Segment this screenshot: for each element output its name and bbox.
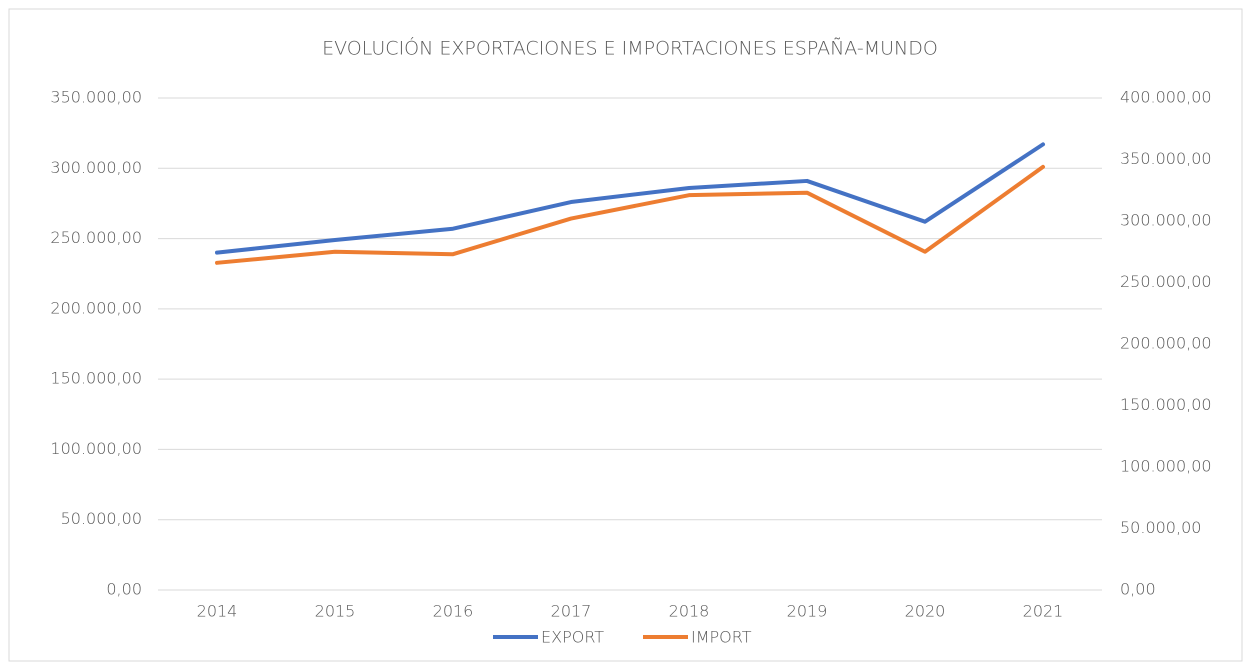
legend-label: IMPORT: [691, 628, 752, 647]
y-tick-label: 50.000,00: [61, 509, 142, 528]
series-line: [215, 164, 1045, 265]
y2-tick-label: 150.000,00: [1120, 395, 1212, 414]
x-tick-label: 2021: [1023, 602, 1064, 621]
x-tick-label: 2018: [669, 602, 710, 621]
y-tick-label: 200.000,00: [50, 298, 142, 317]
y2-tick-label: 200.000,00: [1120, 334, 1212, 353]
y-tick-label: 300.000,00: [50, 158, 142, 177]
y-tick-label: 350.000,00: [50, 88, 142, 107]
x-tick-label: 2015: [315, 602, 356, 621]
x-tick-label: 2017: [551, 602, 592, 621]
y2-tick-label: 50.000,00: [1120, 518, 1201, 537]
x-tick-label: 2020: [905, 602, 946, 621]
x-tick-label: 2014: [197, 602, 238, 621]
legend-label: EXPORT: [541, 628, 604, 647]
series-line: [215, 142, 1045, 255]
x-tick-label: 2016: [433, 602, 474, 621]
y2-tick-label: 400.000,00: [1120, 88, 1212, 107]
y-tick-label: 150.000,00: [50, 369, 142, 388]
y2-tick-label: 300.000,00: [1120, 211, 1212, 230]
y2-tick-label: 350.000,00: [1120, 149, 1212, 168]
chart-frame: [8, 8, 1243, 662]
y-tick-label: 100.000,00: [50, 439, 142, 458]
y2-tick-label: 100.000,00: [1120, 457, 1212, 476]
chart-title: EVOLUCIÓN EXPORTACIONES E IMPORTACIONES …: [322, 36, 938, 60]
x-tick-label: 2019: [787, 602, 828, 621]
y-tick-label: 250.000,00: [50, 228, 142, 247]
y2-tick-label: 0,00: [1120, 580, 1156, 599]
y-tick-label: 0,00: [106, 580, 142, 599]
y2-tick-label: 250.000,00: [1120, 272, 1212, 291]
